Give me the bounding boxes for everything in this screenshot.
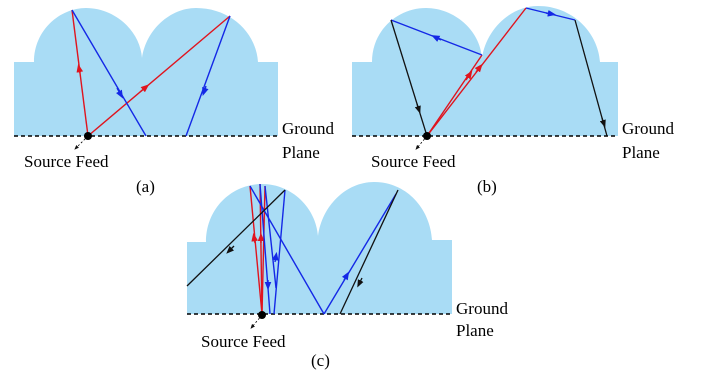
feed-pointer xyxy=(74,135,89,150)
ray-secondary xyxy=(574,19,608,137)
ray-direct xyxy=(426,54,483,137)
source-feed-label: Source Feed xyxy=(24,152,109,171)
ray-reflected xyxy=(185,15,231,137)
panel-caption: (b) xyxy=(477,177,497,196)
ground-label: Ground xyxy=(622,119,674,138)
arrow-marker xyxy=(431,35,442,42)
plane-label: Plane xyxy=(456,321,494,340)
ray-reflected xyxy=(264,185,277,289)
feed-pointer xyxy=(250,314,263,329)
source-feed-label: Source Feed xyxy=(201,332,286,351)
ground-label: Ground xyxy=(456,299,508,318)
ray-direct xyxy=(87,15,231,137)
arrow-marker xyxy=(202,85,209,96)
dielectric-lens xyxy=(14,8,278,136)
panel-caption: (c) xyxy=(311,351,330,370)
ray-reflected xyxy=(323,193,397,315)
arrow-marker xyxy=(115,87,124,99)
arrow-marker xyxy=(341,271,350,281)
arrow-marker xyxy=(251,232,259,244)
arrow-marker xyxy=(464,70,473,81)
arrow-marker xyxy=(226,245,235,254)
ray-secondary xyxy=(186,189,286,287)
arrow-marker xyxy=(76,63,84,74)
ground-label: Ground xyxy=(282,119,334,138)
dielectric-lens xyxy=(352,6,618,136)
ray-direct xyxy=(259,183,263,315)
panel-caption: (a) xyxy=(136,177,155,196)
arrow-marker xyxy=(545,9,557,17)
panel-c: Source Feed Ground Plane (c) xyxy=(186,182,508,370)
arrow-marker xyxy=(139,84,150,93)
arrow-marker xyxy=(474,63,483,73)
arrow-marker xyxy=(599,117,606,128)
dielectric-lens xyxy=(187,182,452,314)
arrow-marker xyxy=(414,103,421,114)
ray-secondary xyxy=(339,189,399,315)
plane-label: Plane xyxy=(622,143,660,162)
ray-reflected xyxy=(273,189,286,315)
plane-label: Plane xyxy=(282,143,320,162)
feed-pointer xyxy=(415,135,428,150)
ray-direct xyxy=(261,185,266,315)
source-feed-label: Source Feed xyxy=(371,152,456,171)
arrow-marker xyxy=(271,251,279,263)
arrow-marker xyxy=(357,277,364,288)
ray-secondary xyxy=(390,19,428,137)
panel-b: Source Feed Ground Plane (b) xyxy=(352,6,674,196)
ray-direct xyxy=(249,185,263,315)
panel-a: Source Feed Ground Plane (a) xyxy=(14,8,334,196)
ray-reflected xyxy=(259,183,271,315)
ray-reflected xyxy=(71,9,147,137)
